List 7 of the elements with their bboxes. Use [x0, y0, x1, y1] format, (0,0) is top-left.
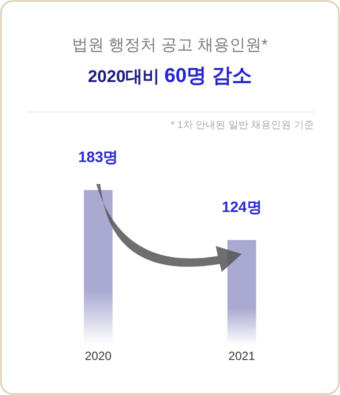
text: * 1차 안내된 일반 채용인원 기준 — [170, 120, 314, 131]
data-label: 183명 — [78, 149, 118, 166]
chart-subtitle: 2020대비 60명 감소 — [88, 65, 252, 87]
x-tick-label: 2021 — [228, 349, 256, 363]
x-tick-label: 2020 — [84, 349, 112, 363]
data-label: 124명 — [222, 198, 262, 216]
chart-title: 법원 행정처 공고 채용인원* — [72, 37, 268, 54]
